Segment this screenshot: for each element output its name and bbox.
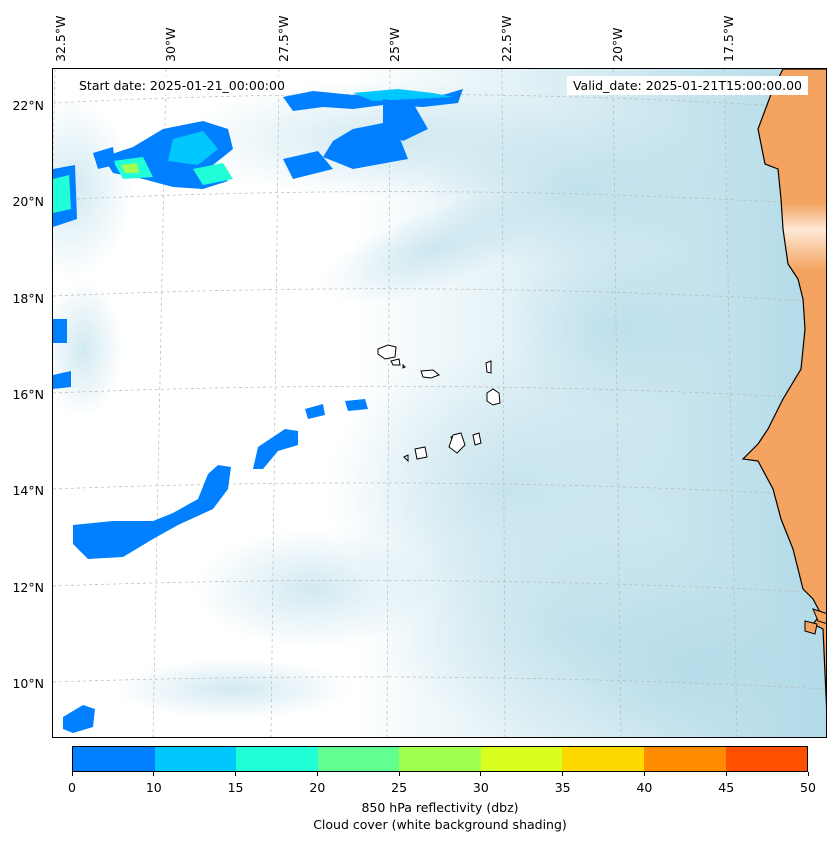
colorbar-tick-label: 40 — [636, 780, 653, 795]
island — [420, 369, 440, 379]
reflectivity-cell — [53, 175, 71, 213]
lon-label-30w: 30°W — [163, 27, 178, 62]
colorbar — [72, 746, 808, 772]
island — [485, 360, 492, 374]
lat-label-20n: 20°N — [12, 194, 44, 209]
colorbar-segment — [317, 747, 400, 771]
colorbar-segment — [725, 747, 808, 771]
reflectivity-cell — [353, 89, 453, 101]
island — [472, 432, 482, 446]
colorbar-segment — [643, 747, 726, 771]
reflectivity-cell — [93, 147, 115, 169]
cloud-cover-layer — [53, 69, 826, 737]
reflectivity-cell — [283, 151, 333, 179]
colorbar-segment — [480, 747, 563, 771]
reflectivity-cell — [53, 371, 71, 389]
colorbar-tick-label: 35 — [554, 780, 571, 795]
island — [403, 454, 409, 463]
gridlines — [53, 69, 826, 737]
lat-label-16n: 16°N — [12, 387, 44, 402]
colorbar-tick-label: 0 — [68, 780, 76, 795]
colorbar-tick — [480, 772, 482, 776]
colorbar-tick — [235, 772, 237, 776]
colorbar-tick — [398, 772, 400, 776]
colorbar-tick — [807, 772, 809, 776]
start-date-label: Start date: 2025-01-21_00:00:00 — [73, 76, 291, 95]
colorbar-tick — [316, 772, 318, 776]
lat-label-10n: 10°N — [12, 676, 44, 691]
colorbar-tick-label: 20 — [309, 780, 326, 795]
map-canvas — [53, 69, 826, 737]
lon-label-32-5w: 32.5°W — [53, 15, 68, 62]
colorbar-tick — [562, 772, 564, 776]
lon-label-20w: 20°W — [610, 27, 625, 62]
island — [390, 358, 401, 366]
reflectivity-cell — [193, 163, 233, 185]
colorbar-tick — [153, 772, 155, 776]
colorbar-tick-label: 30 — [472, 780, 489, 795]
cape-verde-islands — [377, 344, 501, 463]
reflectivity-cell — [73, 465, 231, 559]
island — [448, 432, 466, 454]
lon-label-25w: 25°W — [387, 27, 402, 62]
colorbar-title: 850 hPa reflectivity (dbz) — [361, 800, 519, 815]
colorbar-tick-label: 25 — [391, 780, 408, 795]
lon-label-27-5w: 27.5°W — [276, 15, 291, 62]
colorbar-tick — [643, 772, 645, 776]
colorbar-tick-label: 10 — [145, 780, 162, 795]
colorbar-tick-label: 50 — [800, 780, 816, 795]
colorbar-segment — [154, 747, 237, 771]
colorbar-tick-label: 15 — [227, 780, 244, 795]
island — [414, 446, 428, 460]
reflectivity-cell — [53, 319, 67, 343]
colorbar-tick-label: 45 — [718, 780, 735, 795]
island — [402, 363, 406, 369]
colorbar-segment — [399, 747, 481, 771]
reflectivity-cell — [323, 121, 408, 169]
reflectivity-cell — [168, 131, 218, 165]
west-africa-land — [741, 69, 826, 709]
colorbar-tick — [725, 772, 727, 776]
lat-label-14n: 14°N — [12, 483, 44, 498]
lat-label-18n: 18°N — [12, 291, 44, 306]
lon-label-17-5w: 17.5°W — [721, 15, 736, 62]
colorbar-segment — [236, 747, 318, 771]
colorbar-subtitle: Cloud cover (white background shading) — [313, 817, 567, 832]
island — [486, 388, 501, 406]
map-panel[interactable] — [52, 68, 827, 738]
reflectivity-cell — [305, 404, 325, 419]
reflectivity-cell — [121, 163, 139, 173]
valid-date-label: Valid_date: 2025-01-21T15:00:00.00 — [566, 76, 808, 95]
reflectivity-cell — [253, 429, 298, 469]
colorbar-tick — [71, 772, 73, 776]
reflectivity-cell — [345, 399, 368, 411]
lon-label-22-5w: 22.5°W — [499, 15, 514, 62]
reflectivity-cell — [63, 705, 95, 733]
lat-label-12n: 12°N — [12, 580, 44, 595]
colorbar-segment — [562, 747, 644, 771]
lat-label-22n: 22°N — [12, 98, 44, 113]
colorbar-segment — [73, 747, 155, 771]
reflectivity-layer — [53, 89, 463, 733]
island — [377, 344, 397, 360]
